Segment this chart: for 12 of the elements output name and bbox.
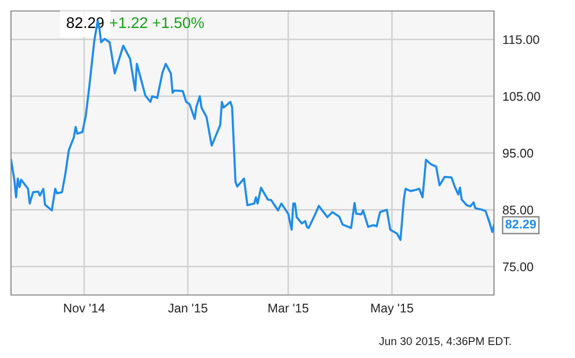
x-tick-label: Jan '15: [168, 304, 208, 313]
y-tick-label: 95.00: [502, 148, 534, 158]
y-tick-label: 85.00: [502, 206, 534, 214]
y-tick-label: 75.00: [502, 262, 534, 272]
x-tick-label: May '15: [371, 304, 414, 315]
x-tick-label: Nov '14: [64, 304, 105, 313]
y-tick-label: 105.00: [503, 92, 540, 101]
text: Jun 30 2015, 4:36PM EDT.: [379, 337, 511, 346]
chart-subtitle: +1.22 +1.50%: [110, 17, 204, 28]
annotation: 82.29: [506, 220, 536, 229]
y-tick-label: 115.00: [503, 35, 540, 44]
x-tick-label: Mar '15: [268, 304, 308, 313]
